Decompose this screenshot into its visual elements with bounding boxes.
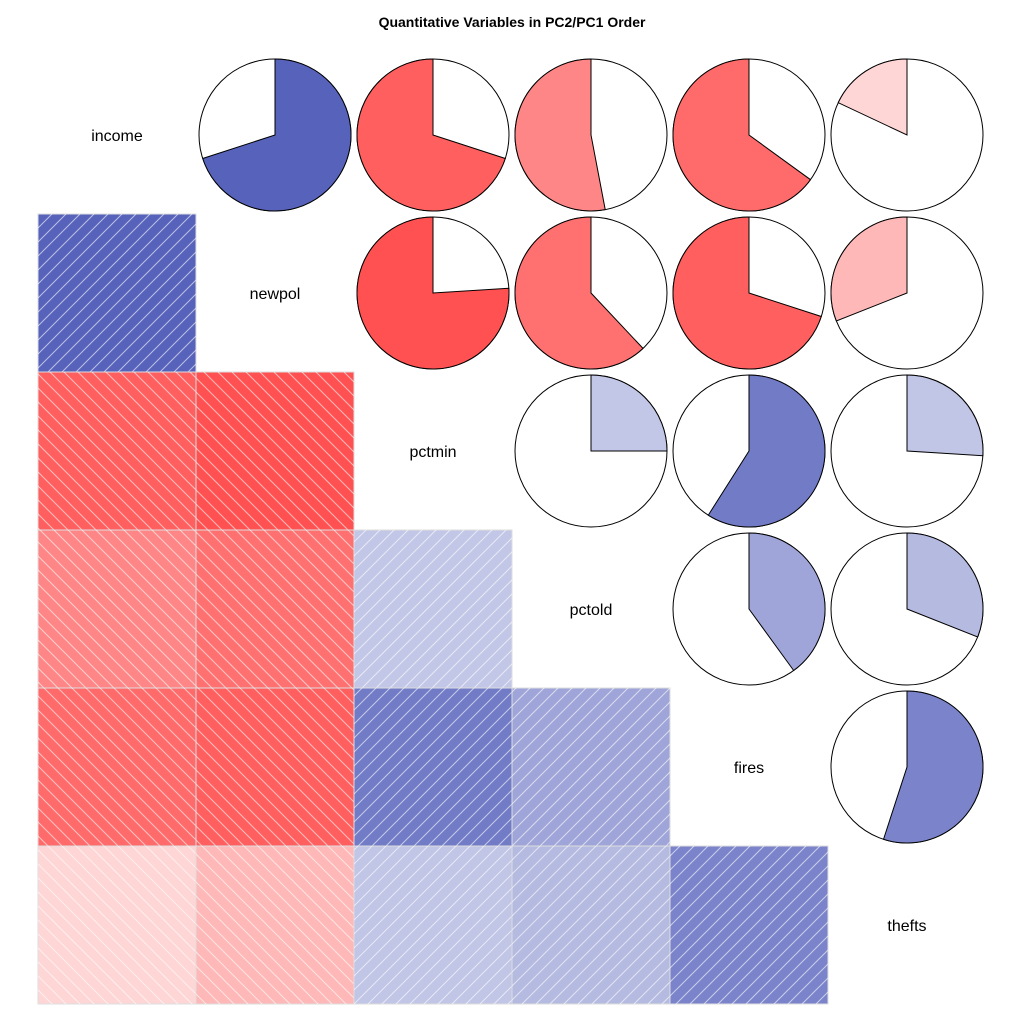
shade-hatch-fires-income [38,688,196,846]
shade-hatch-pctmin-newpol [196,372,354,530]
shade-hatch-pctold-income [38,530,196,688]
pie-slice-income-pctmin [356,58,506,212]
shade-hatch-pctold-newpol [196,530,354,688]
pie-slice-income-thefts [837,58,908,136]
pie-slice-pctmin-fires [707,374,826,528]
shade-hatch-newpol-income [38,214,196,372]
shade-hatch-thefts-pctmin [354,846,512,1004]
shade-hatch-fires-pctmin [354,688,512,846]
shade-hatch-fires-pctold [512,688,670,846]
pie-slice-pctold-thefts [906,532,984,638]
shade-hatch-thefts-pctold [512,846,670,1004]
pie-slice-income-newpol [202,58,352,212]
pie-slice-newpol-fires [672,216,822,370]
shade-hatch-fires-newpol [196,688,354,846]
pie-slice-income-pctold [514,58,606,212]
variable-label-fires: fires [734,760,764,777]
shade-hatch-thefts-fires [670,846,828,1004]
variable-label-newpol: newpol [250,286,301,303]
pie-slice-pctmin-thefts [906,374,984,457]
variable-label-income: income [91,128,143,145]
pie-slice-fires-thefts [882,690,984,844]
shade-hatch-pctold-pctmin [354,530,512,688]
pie-slice-income-fires [672,58,812,212]
pie-slice-pctmin-pctold [590,374,668,452]
variable-label-pctmin: pctmin [409,444,456,461]
shade-hatch-pctmin-income [38,372,196,530]
shade-hatch-thefts-newpol [196,846,354,1004]
pie-slice-newpol-thefts [830,216,908,322]
pie-slice-newpol-pctold [514,216,644,370]
chart-title: Quantitative Variables in PC2/PC1 Order [379,14,646,30]
variable-label-pctold: pctold [570,602,613,619]
variable-label-thefts: thefts [887,918,926,935]
shade-hatch-thefts-income [38,846,196,1004]
pie-slice-newpol-pctmin [356,216,510,370]
pie-slice-pctold-fires [748,532,826,672]
